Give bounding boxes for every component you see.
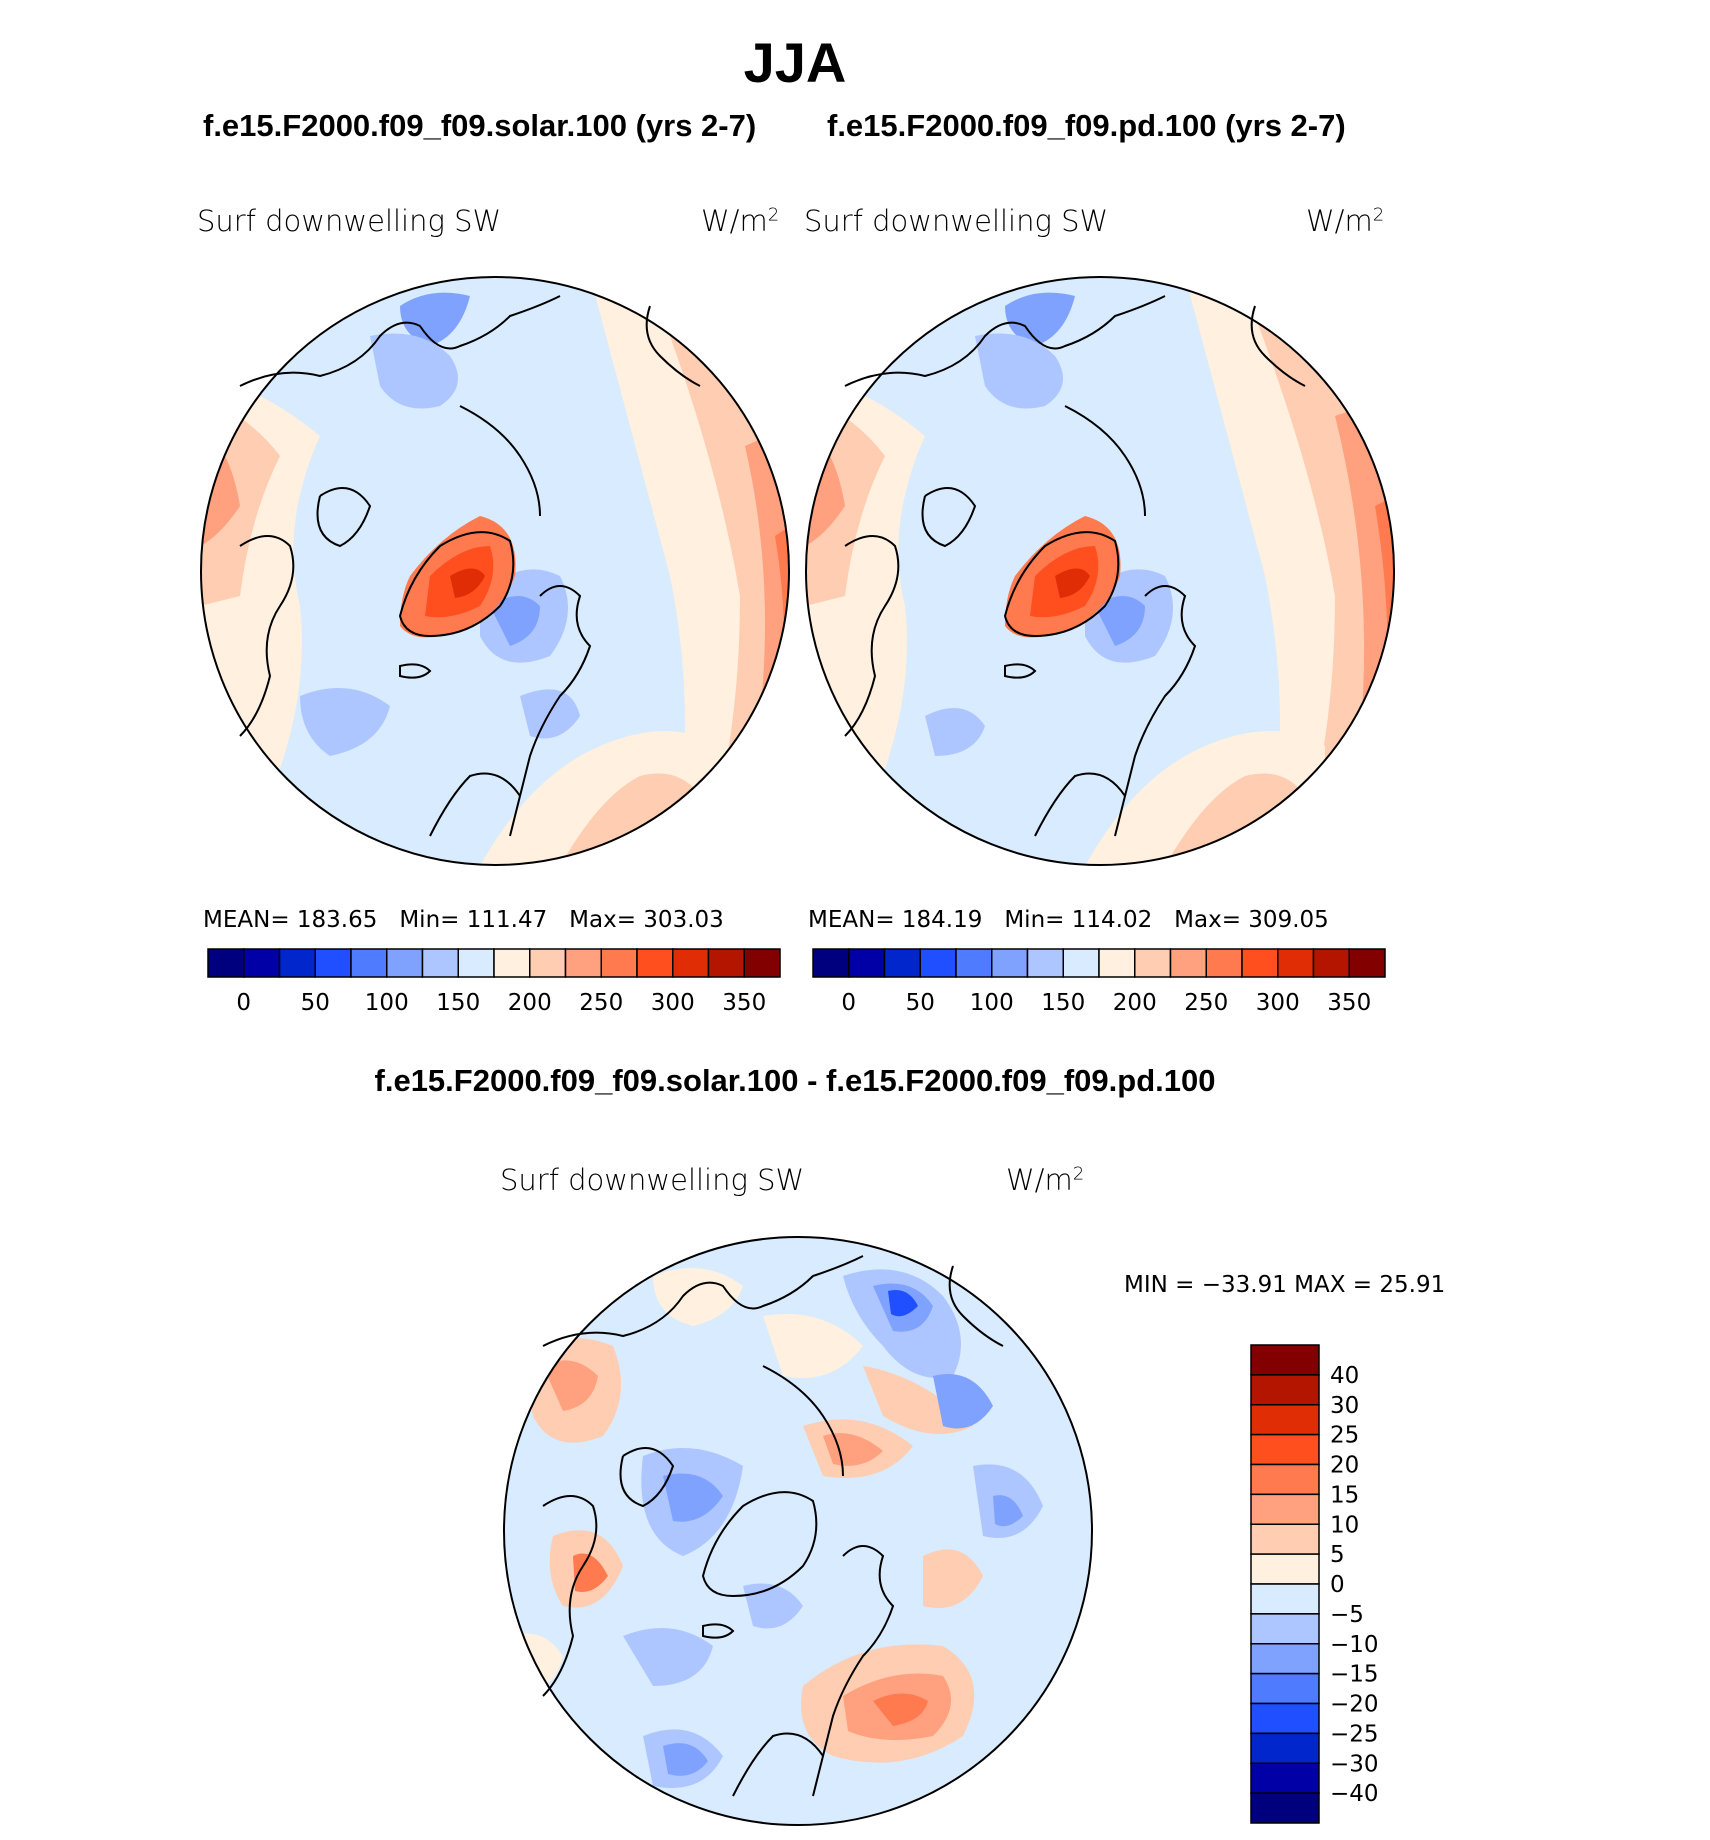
right-colorbar-swatch-15 <box>1348 948 1386 978</box>
diff-colorbar-tick-6: 5 <box>1330 1542 1345 1568</box>
right-colorbar-tick-1: 50 <box>906 990 935 1016</box>
diff-colorbar-swatch-3 <box>1250 1433 1320 1466</box>
right-colorbar-tick-0: 0 <box>841 990 856 1016</box>
diff-colorbar-tick-4: 15 <box>1330 1482 1359 1508</box>
left-colorbar-tick-5: 250 <box>579 990 623 1016</box>
right-colorbar-swatch-10 <box>1169 948 1207 978</box>
diff-colorbar-swatch-0 <box>1250 1344 1320 1376</box>
left-colorbar-tick-4: 200 <box>508 990 552 1016</box>
diff-colorbar-tick-3: 20 <box>1330 1453 1359 1479</box>
diff-colorbar-tick-11: −20 <box>1330 1692 1379 1718</box>
diff-colorbar-swatch-12 <box>1250 1702 1320 1735</box>
right-colorbar-tick-2: 100 <box>970 990 1014 1016</box>
diff-colorbar-swatch-14 <box>1250 1762 1320 1794</box>
left-units-label: W/m2 <box>701 204 780 238</box>
left-colorbar-swatch-6 <box>421 948 459 978</box>
right-colorbar-tick-4: 200 <box>1113 990 1157 1016</box>
right-colorbar-swatch-13 <box>1277 948 1315 978</box>
left-colorbar-swatch-11 <box>600 948 638 978</box>
left-colorbar-swatch-8 <box>493 948 531 978</box>
diff-colorbar-swatch-2 <box>1250 1404 1320 1436</box>
right-colorbar-swatch-9 <box>1134 948 1172 978</box>
right-colorbar-swatch-12 <box>1241 948 1279 978</box>
left-colorbar-swatch-2 <box>278 948 316 978</box>
left-colorbar-swatch-3 <box>314 948 352 978</box>
diff-colorbar-swatch-1 <box>1250 1374 1320 1406</box>
left-colorbar-tick-0: 0 <box>236 990 251 1016</box>
diff-colorbar-tick-7: 0 <box>1330 1572 1345 1598</box>
right-colorbar-swatch-5 <box>991 948 1029 978</box>
diff-colorbar-tick-12: −25 <box>1330 1721 1379 1747</box>
left-colorbar-swatch-13 <box>672 948 710 978</box>
diff-map <box>503 1236 1093 1826</box>
right-colorbar-swatch-14 <box>1312 948 1350 978</box>
right-colorbar-swatch-0 <box>812 948 850 978</box>
diff-colorbar-tick-2: 25 <box>1330 1423 1359 1449</box>
right-units-label: W/m2 <box>1306 204 1385 238</box>
diff-title: f.e15.F2000.f09_f09.solar.100 - f.e15.F2… <box>374 1063 1216 1098</box>
diff-colorbar-swatch-4 <box>1250 1463 1320 1496</box>
left-colorbar-tick-1: 50 <box>301 990 330 1016</box>
left-colorbar: 0 50 100 150 200 250 300 350 <box>207 948 781 1016</box>
diff-colorbar-tick-14: −40 <box>1330 1781 1379 1807</box>
left-colorbar-tick-2: 100 <box>365 990 409 1016</box>
right-stats: MEAN= 184.19 Min= 114.02 Max= 309.05 <box>808 907 1329 933</box>
diff-colorbar: 40 30 25 20 15 10 5 0 −5 −10 −15 −20 −25 −30 −40 <box>1250 1344 1379 1824</box>
right-colorbar-swatch-4 <box>955 948 993 978</box>
right-colorbar-tick-5: 250 <box>1184 990 1228 1016</box>
right-colorbar-swatch-6 <box>1026 948 1064 978</box>
left-colorbar-swatch-0 <box>207 948 245 978</box>
diff-variable-label: Surf downwelling SW <box>500 1163 805 1197</box>
diff-colorbar-swatch-10 <box>1250 1643 1320 1675</box>
diff-colorbar-tick-10: −15 <box>1330 1662 1379 1688</box>
left-colorbar-swatch-4 <box>350 948 388 978</box>
left-colorbar-swatch-7 <box>457 948 495 978</box>
diff-colorbar-swatch-6 <box>1250 1523 1320 1555</box>
left-stats: MEAN= 183.65 Min= 111.47 Max= 303.03 <box>203 907 724 933</box>
main-title: JJA <box>743 31 847 94</box>
diff-colorbar-swatch-5 <box>1250 1493 1320 1525</box>
right-map <box>805 276 1395 866</box>
right-colorbar-swatch-11 <box>1205 948 1243 978</box>
right-colorbar-swatch-7 <box>1062 948 1100 978</box>
right-colorbar-swatch-3 <box>919 948 957 978</box>
left-colorbar-swatch-9 <box>529 948 567 978</box>
diff-colorbar-tick-1: 30 <box>1330 1393 1359 1419</box>
diff-colorbar-tick-9: −10 <box>1330 1632 1379 1658</box>
diff-colorbar-tick-0: 40 <box>1330 1363 1359 1389</box>
right-colorbar-swatch-8 <box>1098 948 1136 978</box>
right-colorbar-swatch-1 <box>848 948 886 978</box>
left-case-title: f.e15.F2000.f09_f09.solar.100 (yrs 2-7) <box>203 108 757 143</box>
left-colorbar-swatch-15 <box>743 948 781 978</box>
left-colorbar-swatch-5 <box>386 948 424 978</box>
diff-colorbar-tick-13: −30 <box>1330 1751 1379 1777</box>
right-variable-label: Surf downwelling SW <box>804 204 1109 238</box>
right-case-title: f.e15.F2000.f09_f09.pd.100 (yrs 2-7) <box>827 108 1346 143</box>
diff-colorbar-swatch-9 <box>1250 1613 1320 1645</box>
diff-units-label: W/m2 <box>1006 1163 1085 1197</box>
right-colorbar-tick-3: 150 <box>1041 990 1085 1016</box>
diff-colorbar-tick-5: 10 <box>1330 1512 1359 1538</box>
left-colorbar-tick-7: 350 <box>722 990 766 1016</box>
diff-colorbar-swatch-7 <box>1250 1553 1320 1585</box>
left-variable-label: Surf downwelling SW <box>197 204 502 238</box>
right-colorbar-swatch-2 <box>883 948 921 978</box>
right-colorbar-tick-7: 350 <box>1327 990 1371 1016</box>
right-colorbar-tick-6: 300 <box>1256 990 1300 1016</box>
left-colorbar-tick-3: 150 <box>436 990 480 1016</box>
left-colorbar-swatch-14 <box>707 948 745 978</box>
right-colorbar: 0 50 100 150 200 250 300 350 <box>812 948 1386 1016</box>
diff-colorbar-swatch-11 <box>1250 1672 1320 1705</box>
left-colorbar-tick-6: 300 <box>651 990 695 1016</box>
left-colorbar-swatch-1 <box>243 948 281 978</box>
left-colorbar-swatch-10 <box>564 948 602 978</box>
diff-colorbar-tick-8: −5 <box>1330 1602 1364 1628</box>
diff-colorbar-swatch-15 <box>1250 1792 1320 1824</box>
diff-colorbar-swatch-8 <box>1250 1583 1320 1615</box>
diff-minmax: MIN = −33.91 MAX = 25.91 <box>1124 1272 1446 1298</box>
diff-colorbar-swatch-13 <box>1250 1732 1320 1764</box>
left-map <box>200 276 790 866</box>
left-colorbar-swatch-12 <box>636 948 674 978</box>
